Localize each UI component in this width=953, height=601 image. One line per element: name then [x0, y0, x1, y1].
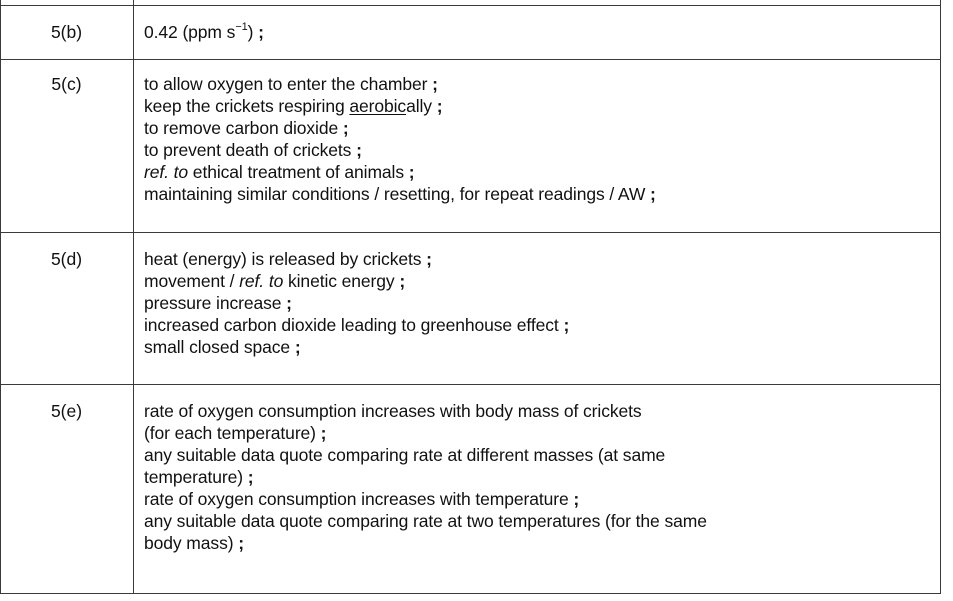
answer-line: to remove carbon dioxide ; — [144, 118, 349, 138]
answer-line: 0.42 (ppm s−1) ; — [144, 21, 934, 43]
table-border-left — [0, 0, 1, 594]
mark-point: ; — [286, 293, 292, 313]
mark-point: ; — [563, 315, 570, 335]
table-border-top — [0, 5, 941, 6]
column-divider — [133, 0, 134, 594]
question-number: 5(b) — [50, 22, 83, 42]
answer-line: to allow oxygen to enter the chamber ; — [144, 74, 438, 94]
mark-point: ; — [573, 489, 580, 509]
answer-line: rate of oxygen consumption increases wit… — [144, 401, 642, 421]
row-divider — [0, 384, 941, 385]
mark-point: ; — [258, 22, 264, 42]
italic-phrase: ref. to — [144, 162, 189, 182]
question-number: 5(e) — [50, 401, 83, 421]
answer-line: body mass) ; — [144, 533, 244, 553]
mark-point: ; — [238, 533, 244, 553]
mark-point: ; — [426, 249, 432, 269]
answer-line: increased carbon dioxide leading to gree… — [144, 315, 570, 335]
answer-line: rate of oxygen consumption increases wit… — [144, 489, 580, 509]
answer-line: movement / ref. to kinetic energy ; — [144, 271, 406, 291]
table-row: 5(d) heat (energy) is released by cricke… — [0, 232, 941, 384]
table-border-right — [940, 0, 941, 594]
answer-cell: rate of oxygen consumption increases wit… — [144, 400, 934, 554]
mark-point: ; — [342, 118, 349, 138]
mark-point: ; — [650, 184, 656, 204]
mark-point: ; — [356, 140, 362, 160]
answer-line: heat (energy) is released by crickets ; — [144, 249, 432, 269]
mark-point: ; — [399, 271, 406, 291]
answer-cell: heat (energy) is released by crickets ; … — [144, 248, 934, 358]
underlined-word: aerobic — [349, 96, 407, 116]
italic-phrase: ref. to — [239, 271, 284, 291]
question-number: 5(d) — [50, 249, 83, 269]
mark-point: ; — [320, 423, 327, 443]
answer-line: any suitable data quote comparing rate a… — [144, 511, 707, 531]
answer-line: (for each temperature) ; — [144, 423, 327, 443]
mark-point: ; — [247, 467, 254, 487]
mark-point: ; — [432, 74, 438, 94]
table-row: 5(b) 0.42 (ppm s−1) ; — [0, 5, 941, 59]
row-divider — [0, 232, 941, 233]
table-row: 5(e) rate of oxygen consumption increase… — [0, 384, 941, 593]
row-divider — [0, 59, 941, 60]
answer-unit: (ppm s−1) — [182, 21, 254, 42]
answer-line: ref. to ethical treatment of animals ; — [144, 162, 415, 182]
question-number: 5(c) — [51, 74, 82, 94]
answer-line: keep the crickets respiring aerobically … — [144, 96, 443, 116]
answer-line: pressure increase ; — [144, 293, 292, 313]
mark-point: ; — [436, 96, 443, 116]
answer-cell: 0.42 (ppm s−1) ; — [144, 21, 934, 43]
answer-line: any suitable data quote comparing rate a… — [144, 445, 666, 465]
answer-cell: to allow oxygen to enter the chamber ; k… — [144, 73, 934, 205]
answer-value: 0.42 — [144, 22, 178, 42]
answer-line: maintaining similar conditions / resetti… — [144, 184, 656, 204]
answer-line: small closed space ; — [144, 337, 301, 357]
answer-line: to prevent death of crickets ; — [144, 140, 362, 160]
answer-line: temperature) ; — [144, 467, 254, 487]
mark-point: ; — [408, 162, 415, 182]
table-border-bottom — [0, 593, 941, 594]
mark-point: ; — [294, 337, 301, 357]
table-row: 5(c) to allow oxygen to enter the chambe… — [0, 59, 941, 232]
